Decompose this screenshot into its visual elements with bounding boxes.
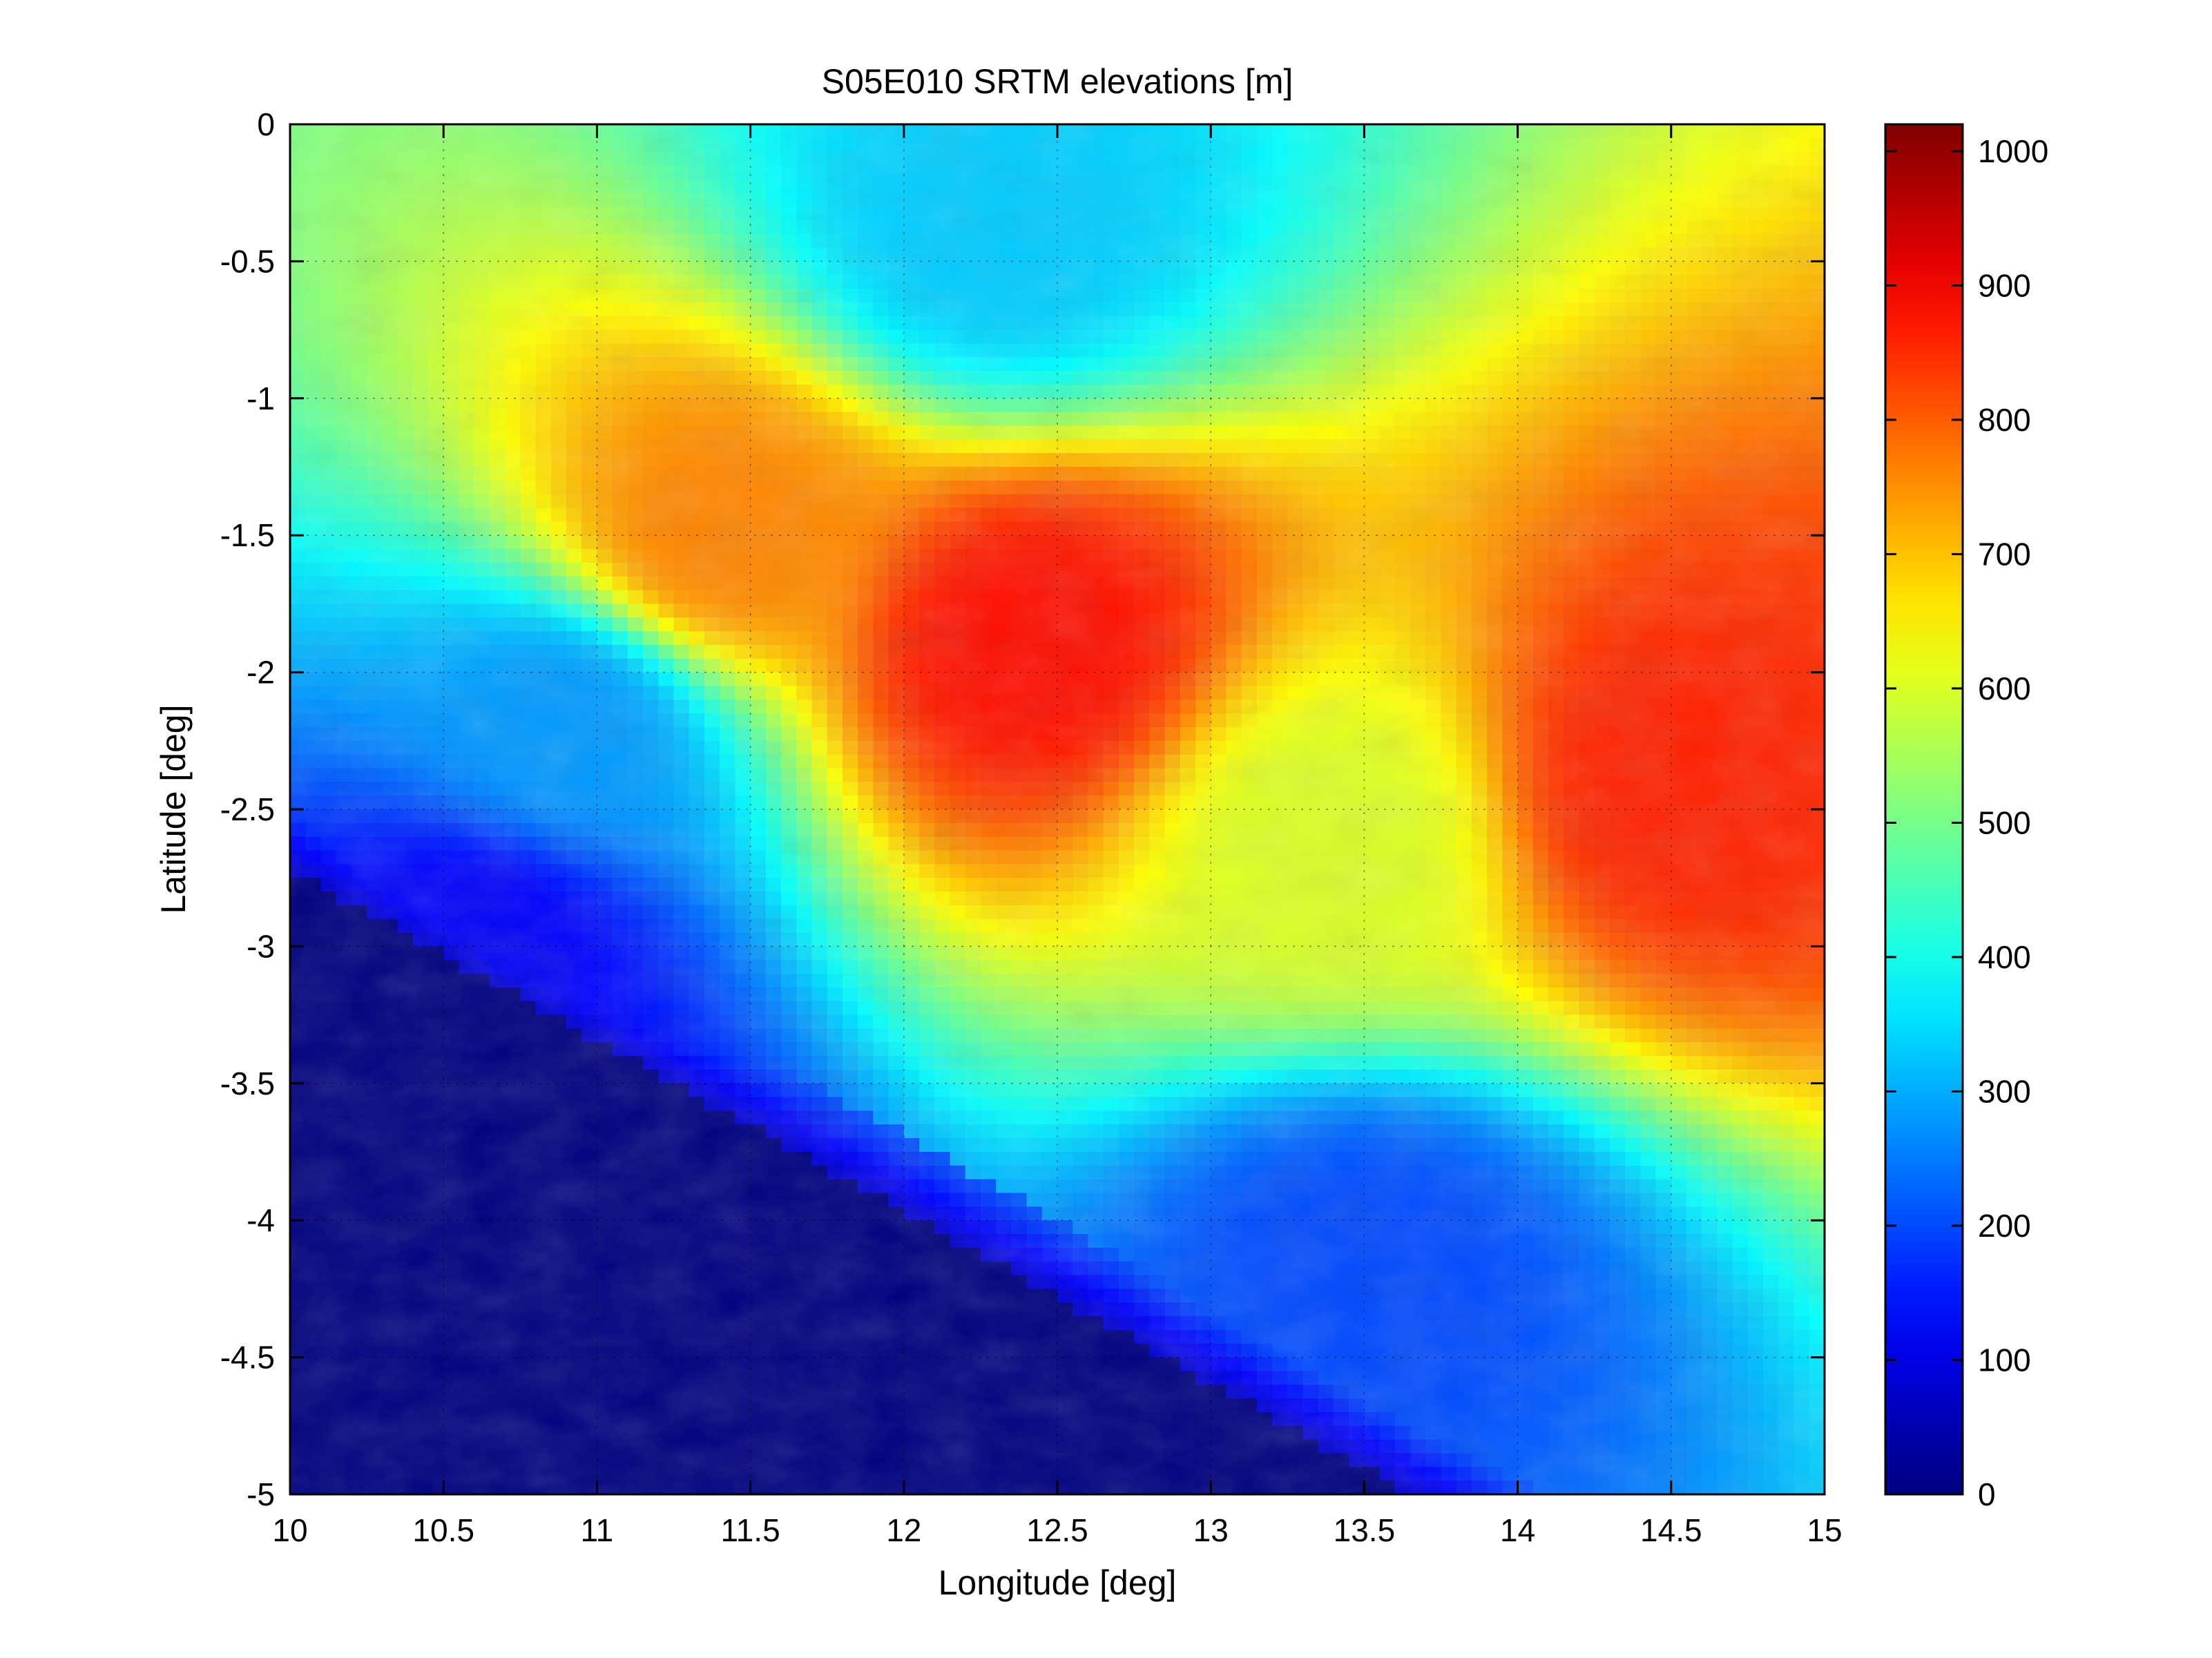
chart-title: S05E010 SRTM elevations [m] — [822, 62, 1293, 101]
plot-area: 10 10.5 11 11.5 12 12.5 13 13.5 14 14.5 15 0-0.5-1… — [220, 106, 1843, 1548]
